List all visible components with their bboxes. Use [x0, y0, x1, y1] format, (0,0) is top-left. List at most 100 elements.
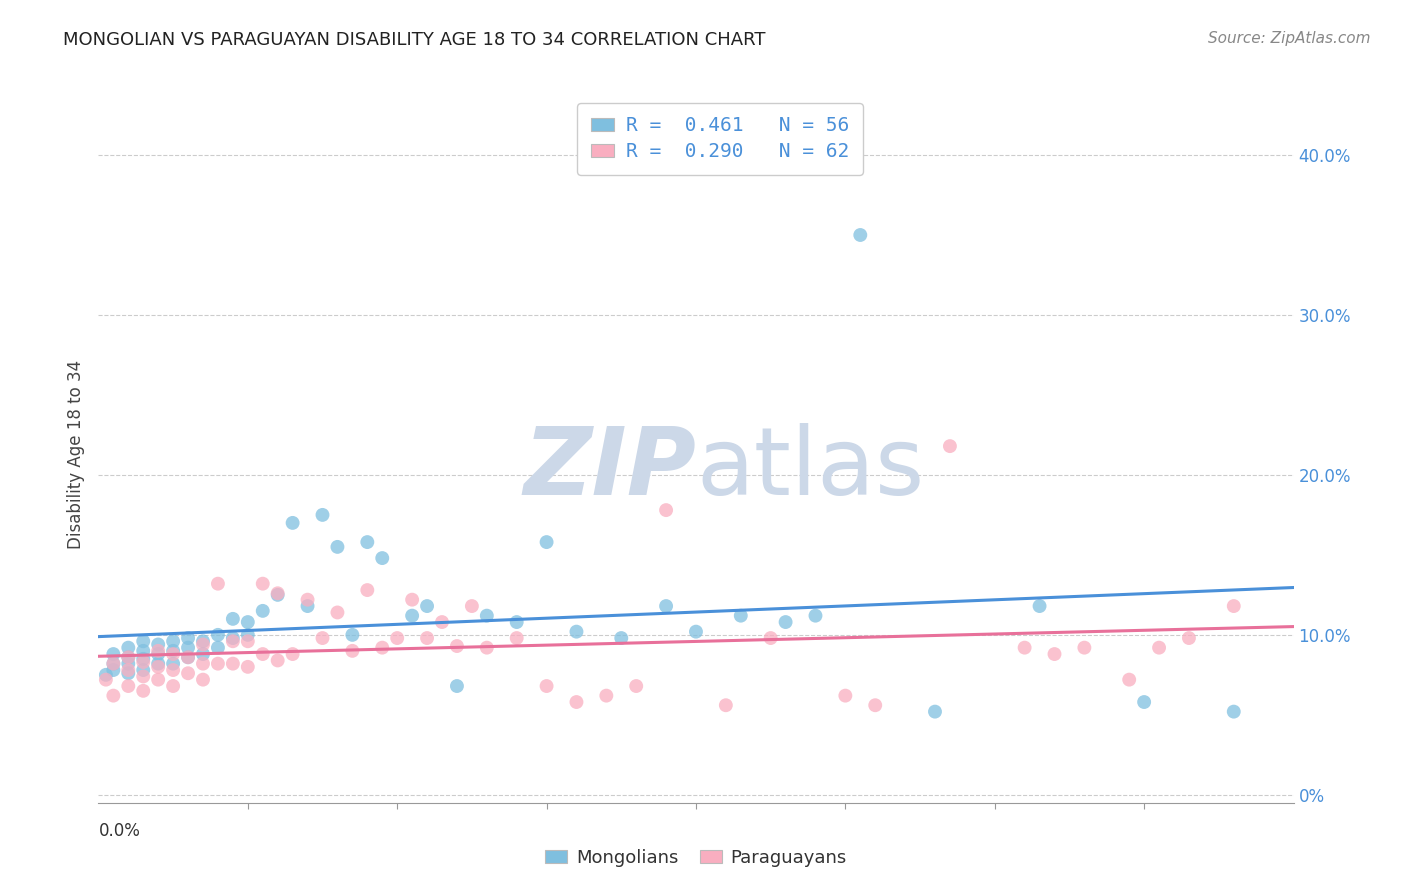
Point — [191, 637, 214, 651]
Point — [117, 663, 139, 677]
Point — [162, 679, 184, 693]
Point — [252, 647, 274, 661]
Point — [207, 628, 229, 642]
Point — [371, 640, 394, 655]
Point — [506, 631, 529, 645]
Point — [326, 606, 349, 620]
Point — [297, 599, 319, 613]
Point — [148, 637, 170, 651]
Text: MONGOLIAN VS PARAGUAYAN DISABILITY AGE 18 TO 34 CORRELATION CHART: MONGOLIAN VS PARAGUAYAN DISABILITY AGE 1… — [63, 31, 766, 49]
Point — [236, 660, 259, 674]
Point — [759, 631, 782, 645]
Point — [177, 650, 200, 665]
Point — [103, 647, 125, 661]
Point — [148, 660, 170, 674]
Point — [430, 615, 453, 629]
Point — [1147, 640, 1170, 655]
Point — [162, 647, 184, 661]
Point — [267, 653, 290, 667]
Point — [475, 640, 498, 655]
Point — [117, 679, 139, 693]
Point — [939, 439, 962, 453]
Point — [191, 647, 214, 661]
Point — [356, 535, 378, 549]
Point — [416, 631, 439, 645]
Point — [94, 668, 117, 682]
Point — [834, 689, 856, 703]
Point — [311, 508, 333, 522]
Point — [103, 689, 125, 703]
Text: atlas: atlas — [696, 423, 924, 515]
Point — [132, 652, 155, 666]
Point — [730, 608, 752, 623]
Point — [222, 612, 245, 626]
Point — [132, 669, 155, 683]
Point — [103, 657, 125, 671]
Point — [475, 608, 498, 623]
Point — [536, 535, 558, 549]
Point — [1222, 705, 1246, 719]
Point — [117, 650, 139, 665]
Point — [863, 698, 886, 713]
Point — [103, 657, 125, 671]
Legend: Mongolians, Paraguayans: Mongolians, Paraguayans — [538, 841, 853, 874]
Point — [207, 640, 229, 655]
Point — [804, 608, 827, 623]
Point — [924, 705, 946, 719]
Point — [267, 586, 290, 600]
Point — [222, 634, 245, 648]
Point — [162, 634, 184, 648]
Point — [177, 640, 200, 655]
Point — [148, 644, 170, 658]
Point — [222, 657, 245, 671]
Point — [849, 227, 872, 242]
Point — [655, 503, 678, 517]
Point — [416, 599, 439, 613]
Point — [385, 631, 409, 645]
Point — [1178, 631, 1201, 645]
Point — [371, 551, 394, 566]
Point — [236, 628, 259, 642]
Point — [117, 650, 139, 665]
Point — [191, 673, 214, 687]
Point — [94, 673, 117, 687]
Y-axis label: Disability Age 18 to 34: Disability Age 18 to 34 — [66, 360, 84, 549]
Point — [311, 631, 333, 645]
Point — [132, 634, 155, 648]
Point — [132, 644, 155, 658]
Text: ZIP: ZIP — [523, 423, 696, 515]
Point — [191, 657, 214, 671]
Point — [536, 679, 558, 693]
Point — [506, 615, 529, 629]
Point — [1043, 647, 1066, 661]
Point — [132, 655, 155, 669]
Point — [401, 592, 423, 607]
Point — [191, 634, 214, 648]
Point — [177, 666, 200, 681]
Point — [117, 666, 139, 681]
Text: 0.0%: 0.0% — [98, 822, 141, 840]
Point — [446, 679, 468, 693]
Point — [117, 640, 139, 655]
Point — [461, 599, 484, 613]
Point — [236, 615, 259, 629]
Point — [148, 657, 170, 671]
Point — [1133, 695, 1156, 709]
Point — [565, 695, 588, 709]
Point — [356, 583, 378, 598]
Point — [655, 599, 678, 613]
Point — [775, 615, 797, 629]
Point — [148, 673, 170, 687]
Point — [207, 576, 229, 591]
Point — [610, 631, 633, 645]
Point — [267, 588, 290, 602]
Point — [162, 657, 184, 671]
Point — [1118, 673, 1140, 687]
Point — [342, 628, 364, 642]
Point — [1073, 640, 1095, 655]
Point — [565, 624, 588, 639]
Point — [595, 689, 617, 703]
Point — [117, 657, 139, 671]
Point — [132, 663, 155, 677]
Point — [1222, 599, 1246, 613]
